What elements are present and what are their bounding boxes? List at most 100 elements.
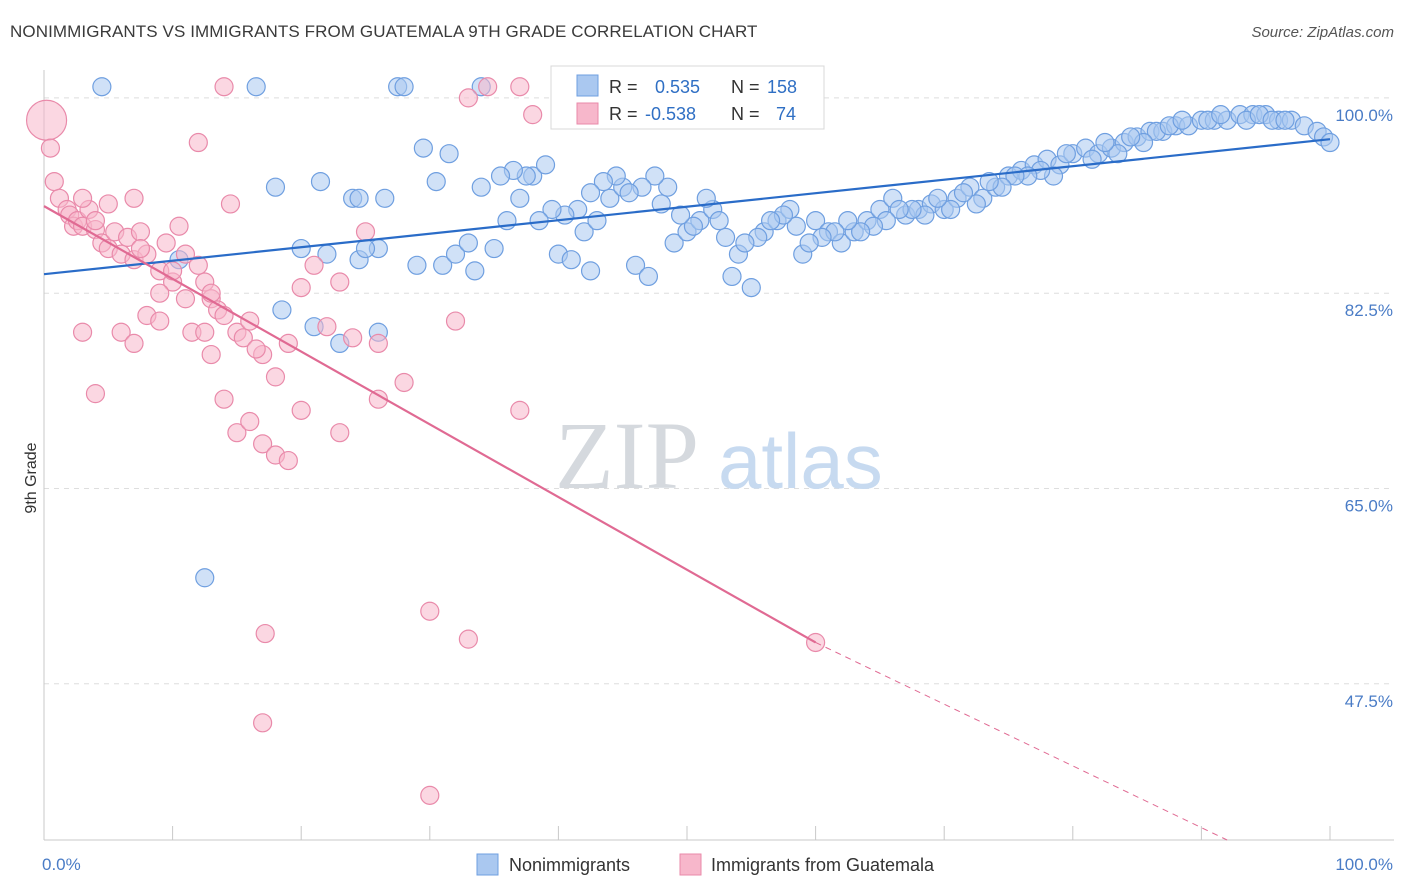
- point-guatemala-40: [355, 222, 376, 242]
- legend-n-value-0: 158: [767, 77, 797, 97]
- y-tick-label-2: 65.0%: [1345, 496, 1393, 515]
- point-guatemala-2: [44, 171, 64, 192]
- point-nonimmigrants-107: [1121, 127, 1141, 147]
- point-guatemala-36: [304, 255, 324, 275]
- point-guatemala-49: [188, 132, 208, 153]
- series-nonimmigrants-points: [92, 77, 1340, 588]
- point-nonimmigrants-13: [426, 171, 446, 192]
- point-nonimmigrants-124: [889, 199, 909, 220]
- point-nonimmigrants-151: [542, 199, 562, 220]
- point-nonimmigrants-139: [696, 188, 716, 208]
- point-guatemala-73: [111, 322, 131, 342]
- point-guatemala-53: [72, 188, 93, 208]
- legend-r-value-1: -0.538: [645, 104, 696, 124]
- point-guatemala-55: [130, 238, 151, 259]
- point-guatemala-62: [214, 389, 234, 409]
- legend-bottom-swatch-guatemala: [679, 853, 702, 876]
- point-guatemala-81: [420, 601, 440, 621]
- point-nonimmigrants-134: [760, 211, 781, 231]
- point-nonimmigrants-138: [709, 211, 729, 231]
- point-nonimmigrants-96: [1320, 132, 1340, 153]
- point-nonimmigrants-147: [593, 171, 614, 192]
- point-nonimmigrants-140: [683, 216, 704, 236]
- chart-source: Source: ZipAtlas.com: [1251, 24, 1394, 41]
- point-nonimmigrants-128: [838, 211, 858, 231]
- point-nonimmigrants-18: [265, 177, 286, 197]
- point-guatemala-60: [195, 322, 215, 342]
- point-guatemala-1: [40, 138, 61, 158]
- point-guatemala-64: [240, 411, 260, 432]
- point-guatemala-56: [150, 283, 170, 303]
- point-nonimmigrants-39: [600, 188, 620, 208]
- point-nonimmigrants-29: [471, 177, 491, 197]
- legend-n-label-0: N =: [731, 77, 760, 97]
- point-guatemala-72: [72, 322, 93, 342]
- point-guatemala-33: [265, 367, 286, 387]
- point-nonimmigrants-14: [433, 255, 453, 275]
- point-nonimmigrants-37: [580, 261, 601, 281]
- point-nonimmigrants-23: [272, 300, 292, 320]
- point-guatemala-74: [124, 333, 144, 354]
- point-nonimmigrants-105: [1275, 110, 1295, 130]
- point-nonimmigrants-136: [735, 233, 755, 253]
- point-guatemala-63: [227, 423, 247, 443]
- point-nonimmigrants-15: [407, 255, 427, 275]
- point-nonimmigrants-118: [966, 194, 986, 214]
- grid-lines: [44, 97, 1394, 685]
- legend-swatch-guatemala: [576, 102, 599, 125]
- point-guatemala-83: [420, 785, 440, 805]
- watermark-zip: ZIP: [555, 402, 699, 509]
- y-axis-title: 9th Grade: [23, 442, 40, 513]
- point-nonimmigrants-111: [1056, 144, 1076, 164]
- point-nonimmigrants-33: [535, 155, 556, 175]
- point-guatemala-38: [330, 272, 350, 292]
- legend-n-value-1: 74: [776, 104, 796, 124]
- point-guatemala-30: [233, 328, 253, 348]
- point-guatemala-51: [124, 188, 144, 208]
- point-guatemala-68: [291, 400, 311, 420]
- point-nonimmigrants-145: [619, 183, 639, 203]
- legend-bottom-label-nonimmigrants: Nonimmigrants: [509, 855, 630, 875]
- point-guatemala-84: [510, 400, 530, 420]
- point-nonimmigrants-6: [310, 171, 331, 192]
- series-guatemala-points: [25, 77, 826, 805]
- point-guatemala-45: [478, 77, 498, 97]
- point-nonimmigrants-1: [246, 77, 266, 97]
- point-guatemala-61: [201, 344, 221, 365]
- chart-title: NONIMMIGRANTS VS IMMIGRANTS FROM GUATEMA…: [10, 22, 758, 41]
- legend-r-label-1: R =: [609, 104, 638, 124]
- x-tick-label-0: 0.0%: [42, 855, 81, 874]
- point-guatemala-54: [85, 211, 106, 231]
- point-nonimmigrants-50: [741, 278, 761, 298]
- point-guatemala-47: [523, 105, 543, 125]
- point-guatemala-71: [85, 384, 106, 404]
- point-nonimmigrants-120: [941, 199, 961, 220]
- point-guatemala-80: [255, 623, 275, 644]
- point-guatemala-43: [445, 311, 466, 331]
- legend-bottom: Nonimmigrants Immigrants from Guatemala: [476, 853, 935, 876]
- point-nonimmigrants-99: [1172, 110, 1192, 130]
- point-guatemala-82: [458, 629, 478, 649]
- point-nonimmigrants-142: [658, 177, 678, 197]
- point-nonimmigrants-35: [561, 250, 581, 270]
- point-nonimmigrants-12: [413, 138, 433, 158]
- point-nonimmigrants-137: [722, 266, 742, 287]
- point-nonimmigrants-42: [638, 266, 659, 287]
- point-guatemala-35: [291, 278, 311, 298]
- point-nonimmigrants-131: [799, 233, 819, 253]
- point-guatemala-20: [156, 233, 176, 253]
- point-nonimmigrants-11: [439, 144, 459, 164]
- point-guatemala-31: [240, 311, 260, 331]
- legend-n-label-1: N =: [731, 104, 760, 124]
- legend-r-label-0: R =: [609, 77, 638, 97]
- point-guatemala-24: [188, 255, 208, 275]
- point-nonimmigrants-119: [953, 183, 974, 203]
- point-guatemala-50: [220, 194, 241, 214]
- y-tick-label-1: 82.5%: [1345, 301, 1393, 320]
- point-nonimmigrants-41: [625, 255, 646, 275]
- point-nonimmigrants-26: [484, 238, 504, 259]
- legend-r-value-0: 0.535: [655, 77, 700, 97]
- point-guatemala-76: [150, 311, 170, 331]
- point-nonimmigrants-132: [786, 216, 806, 236]
- point-guatemala-78: [246, 339, 266, 359]
